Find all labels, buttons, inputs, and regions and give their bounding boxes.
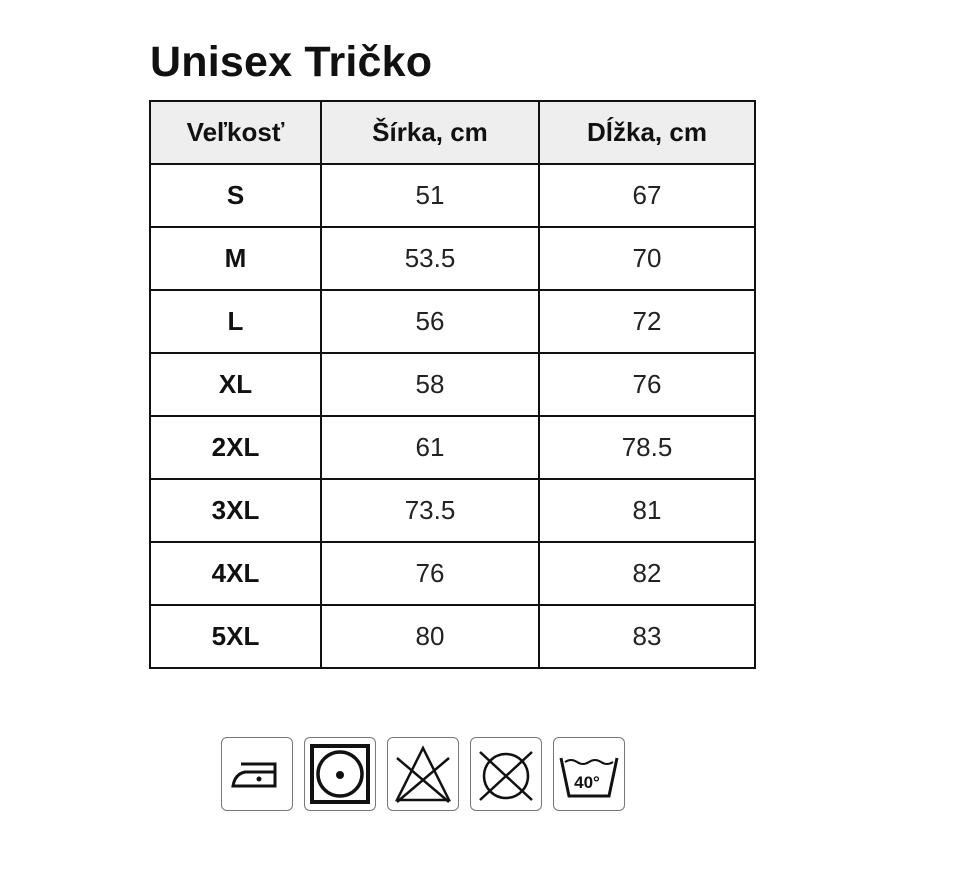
size-table: Veľkosť Šírka, cm Dĺžka, cm S 51 67 M 53.5 70… xyxy=(149,100,756,669)
table-header-row: Veľkosť Šírka, cm Dĺžka, cm xyxy=(149,100,756,165)
header-width: Šírka, cm xyxy=(320,100,540,165)
cell-size: 5XL xyxy=(149,604,322,669)
table-row: 4XL 76 82 xyxy=(149,541,756,606)
table-row: M 53.5 70 xyxy=(149,226,756,291)
cell-length: 76 xyxy=(538,352,756,417)
cell-length: 78.5 xyxy=(538,415,756,480)
cell-width: 56 xyxy=(320,289,540,354)
table-row: 5XL 80 83 xyxy=(149,604,756,669)
table-row: S 51 67 xyxy=(149,163,756,228)
table-row: XL 58 76 xyxy=(149,352,756,417)
do-not-bleach-icon xyxy=(387,737,459,811)
do-not-dry-clean-icon xyxy=(470,737,542,811)
cell-length: 82 xyxy=(538,541,756,606)
cell-width: 76 xyxy=(320,541,540,606)
cell-length: 70 xyxy=(538,226,756,291)
cell-width: 73.5 xyxy=(320,478,540,543)
cell-size: M xyxy=(149,226,322,291)
header-length: Dĺžka, cm xyxy=(538,100,756,165)
cell-width: 53.5 xyxy=(320,226,540,291)
cell-length: 72 xyxy=(538,289,756,354)
cell-size: 4XL xyxy=(149,541,322,606)
iron-low-heat-icon xyxy=(221,737,293,811)
cell-width: 51 xyxy=(320,163,540,228)
cell-width: 58 xyxy=(320,352,540,417)
cell-size: 2XL xyxy=(149,415,322,480)
cell-size: S xyxy=(149,163,322,228)
cell-length: 83 xyxy=(538,604,756,669)
cell-length: 67 xyxy=(538,163,756,228)
cell-length: 81 xyxy=(538,478,756,543)
table-row: 2XL 61 78.5 xyxy=(149,415,756,480)
cell-width: 80 xyxy=(320,604,540,669)
header-size: Veľkosť xyxy=(149,100,322,165)
wash-temperature: 40° xyxy=(574,773,600,792)
tumble-dry-low-icon xyxy=(304,737,376,811)
care-icons: 40° xyxy=(221,737,625,811)
cell-size: L xyxy=(149,289,322,354)
cell-width: 61 xyxy=(320,415,540,480)
cell-size: XL xyxy=(149,352,322,417)
table-row: 3XL 73.5 81 xyxy=(149,478,756,543)
wash-40-icon: 40° xyxy=(553,737,625,811)
cell-size: 3XL xyxy=(149,478,322,543)
table-row: L 56 72 xyxy=(149,289,756,354)
page-title: Unisex Tričko xyxy=(150,38,433,86)
